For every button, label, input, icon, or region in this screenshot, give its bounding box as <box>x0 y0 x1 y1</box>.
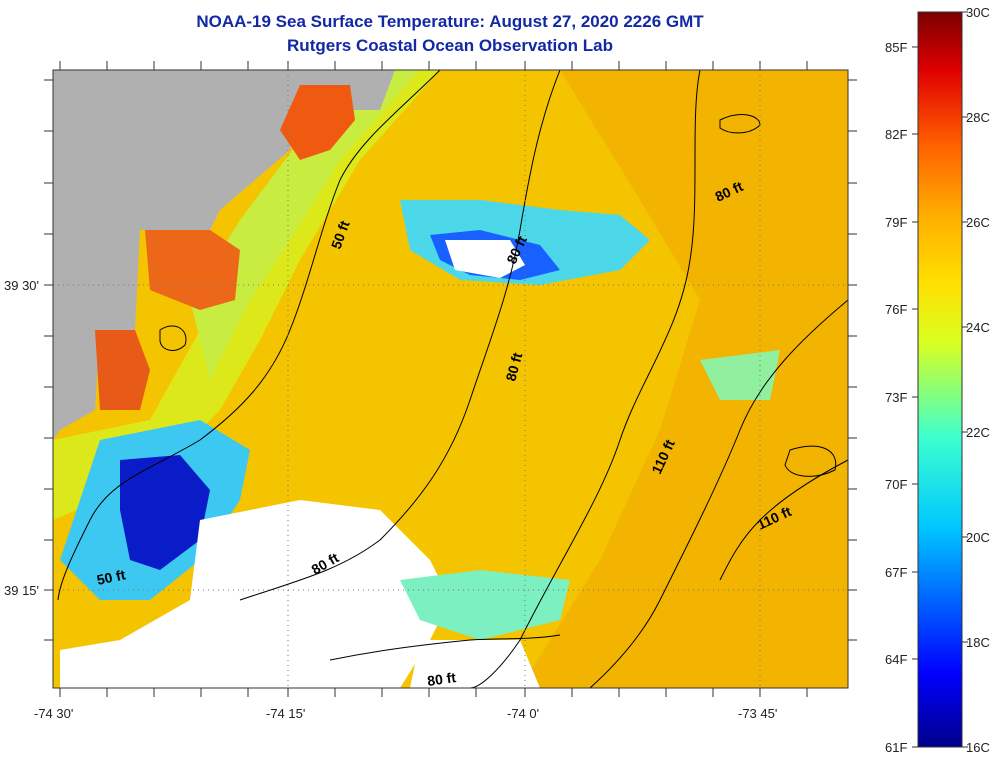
colorbar-f-label: 70F <box>885 477 907 492</box>
warm-water-patch <box>520 70 848 688</box>
land-new-jersey <box>53 70 395 440</box>
colorbar <box>917 11 963 748</box>
lon-label: -74 0' <box>507 706 539 721</box>
cloud-gap <box>445 240 525 278</box>
lat-label: 39 15' <box>4 583 39 598</box>
cold-nearshore-core <box>120 455 210 570</box>
colorbar-f-label: 82F <box>885 127 907 142</box>
cloud-cover-2 <box>410 640 540 688</box>
lat-label: 39 30' <box>4 278 39 293</box>
contour-label: 50 ft <box>95 566 127 588</box>
cyan-fringe-2 <box>700 350 780 400</box>
map-frame <box>52 69 849 689</box>
colorbar-f-label: 76F <box>885 302 907 317</box>
nearshore-band-2 <box>190 70 420 380</box>
cloud-cover <box>60 500 450 688</box>
colorbar-c-label: 22C <box>966 425 990 440</box>
colorbar-f-label: 61F <box>885 740 907 755</box>
warm-coastal-patch <box>280 85 355 160</box>
colorbar-c-label: 26C <box>966 215 990 230</box>
lon-label: -73 45' <box>738 706 777 721</box>
colorbar-f-label: 85F <box>885 40 907 55</box>
colorbar-c-label: 30C <box>966 5 990 20</box>
contour-80ft-east <box>469 70 701 688</box>
contour-label: 80 ft <box>426 669 457 689</box>
contour-label: 80 ft <box>502 351 525 383</box>
contour-50ft <box>57 70 441 601</box>
contour-loop-3 <box>159 325 187 351</box>
colorbar-f-label: 67F <box>885 565 907 580</box>
lon-label: -74 15' <box>266 706 305 721</box>
contour-80ft <box>239 70 561 601</box>
contour-110ft <box>589 299 848 688</box>
colorbar-c-label: 20C <box>966 530 990 545</box>
colorbar-f-label: 79F <box>885 215 907 230</box>
contour-bottom <box>329 634 561 661</box>
contour-loop-2 <box>784 445 837 477</box>
colorbar-c-label: 24C <box>966 320 990 335</box>
lon-label: -74 30' <box>34 706 73 721</box>
map-title: NOAA-19 Sea Surface Temperature: August … <box>196 12 704 31</box>
contour-110ft-east <box>719 459 848 581</box>
warm-coastal-patch-2 <box>145 230 240 310</box>
colorbar-f-label: 64F <box>885 652 907 667</box>
map-subtitle: Rutgers Coastal Ocean Observation Lab <box>287 36 613 55</box>
colorbar-c-label: 16C <box>966 740 990 755</box>
axis-ticks <box>44 61 857 697</box>
grid-lines <box>53 70 848 688</box>
colorbar-f-label: 73F <box>885 390 907 405</box>
colorbar-c-label: 18C <box>966 635 990 650</box>
warm-coastal-patch-3 <box>95 330 150 410</box>
bathymetry-contours <box>57 70 848 688</box>
colorbar-c-label: 28C <box>966 110 990 125</box>
cyan-fringe <box>400 570 570 640</box>
